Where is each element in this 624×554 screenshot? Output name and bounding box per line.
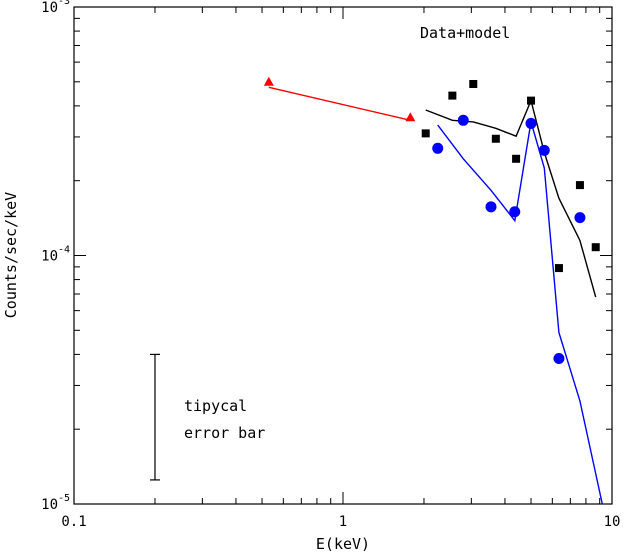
- data-point: [405, 112, 416, 122]
- errorbar-caption-line1: tipycal: [184, 397, 247, 415]
- data-point: [432, 142, 444, 154]
- y-tick-label-exponent: -3: [58, 0, 70, 7]
- errorbar-caption-line2: error bar: [184, 424, 265, 442]
- data-point: [512, 154, 521, 163]
- series-square: [421, 79, 600, 298]
- data-point: [421, 129, 430, 138]
- data-point: [527, 96, 536, 105]
- data-point: [591, 243, 600, 252]
- legend-text: Data+model: [420, 24, 510, 42]
- series-circle: [432, 114, 603, 505]
- model-line: [437, 121, 603, 505]
- model-line: [425, 98, 597, 298]
- x-axis-label: E(keV): [316, 535, 370, 553]
- y-tick-label-exponent: -5: [58, 493, 70, 504]
- y-tick-label-base: 10: [41, 0, 58, 16]
- y-tick-label-base: 10: [41, 497, 58, 513]
- data-point: [509, 206, 521, 218]
- data-point: [457, 114, 469, 126]
- data-point: [491, 134, 500, 143]
- typical-error-bar: [149, 353, 160, 481]
- axis-ticks: [73, 7, 612, 505]
- y-tick-label: 10 -5: [41, 493, 70, 513]
- series-triangle: [263, 76, 416, 122]
- data-point: [538, 144, 550, 156]
- data-point: [469, 79, 478, 88]
- data-point: [525, 117, 537, 129]
- x-tick-label: 1: [339, 514, 347, 530]
- series-layer: [263, 76, 603, 505]
- data-point: [553, 353, 565, 365]
- data-point: [574, 212, 586, 224]
- y-tick-label-base: 10: [41, 249, 58, 265]
- y-tick-label-exponent: -4: [58, 245, 70, 256]
- x-tick-label: 10: [604, 514, 621, 530]
- data-point: [554, 264, 563, 273]
- data-point: [575, 181, 584, 190]
- y-tick-label: 10 -4: [41, 245, 70, 265]
- y-tick-label: 10 -3: [41, 0, 70, 16]
- y-axis-label: Counts/sec/keV: [2, 192, 20, 318]
- model-line: [268, 86, 411, 121]
- data-point: [485, 201, 497, 213]
- data-point: [448, 91, 457, 100]
- data-point: [263, 76, 274, 86]
- x-tick-label: 0.1: [61, 514, 86, 530]
